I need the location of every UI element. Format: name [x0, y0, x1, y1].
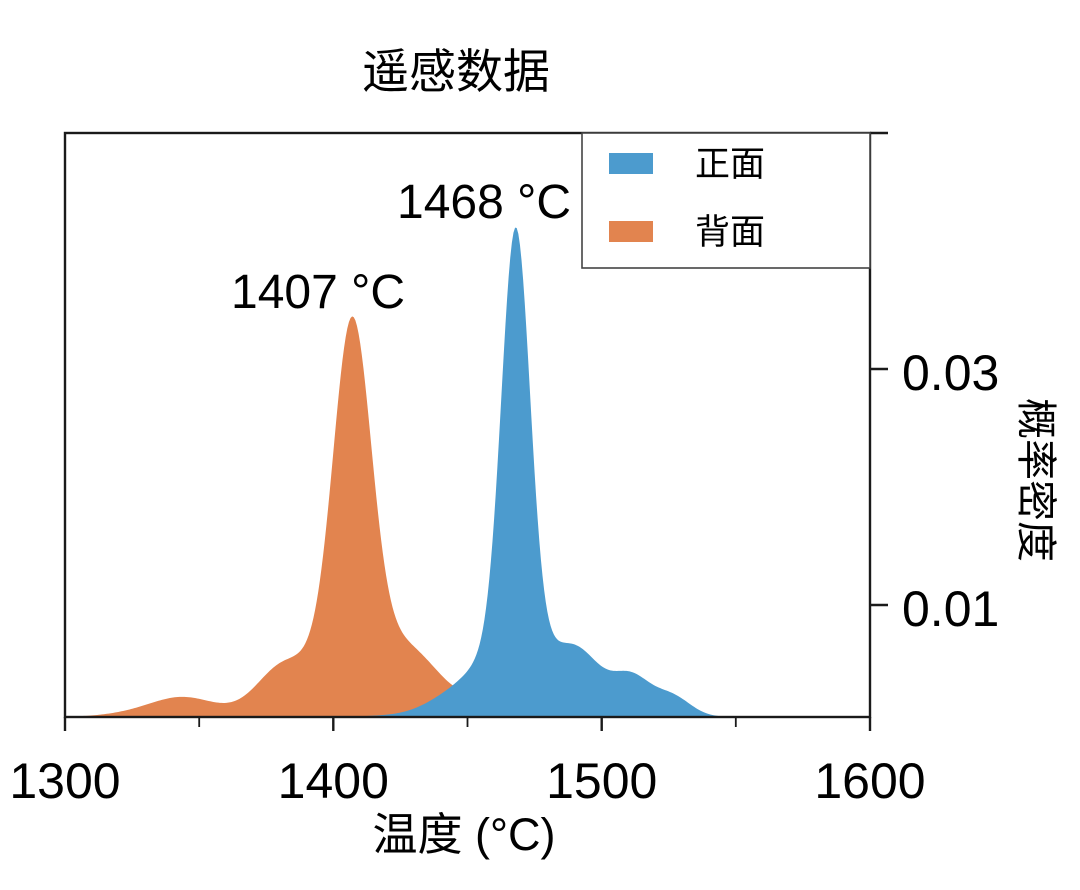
svg-text:0.03: 0.03 — [902, 345, 999, 401]
svg-text:背面: 背面 — [695, 213, 765, 252]
svg-text:1400: 1400 — [278, 753, 389, 809]
svg-text:1600: 1600 — [814, 753, 925, 809]
svg-text:0.01: 0.01 — [902, 581, 999, 637]
svg-text:1300: 1300 — [9, 753, 120, 809]
svg-text:温度 (°C): 温度 (°C) — [373, 809, 556, 860]
svg-text:1407 °C: 1407 °C — [231, 266, 405, 319]
svg-text:概率密度: 概率密度 — [1013, 398, 1059, 562]
svg-text:1468 °C: 1468 °C — [397, 176, 571, 229]
svg-text:遥感数据: 遥感数据 — [362, 45, 550, 98]
svg-text:正面: 正面 — [695, 145, 765, 184]
svg-text:1500: 1500 — [546, 753, 657, 809]
